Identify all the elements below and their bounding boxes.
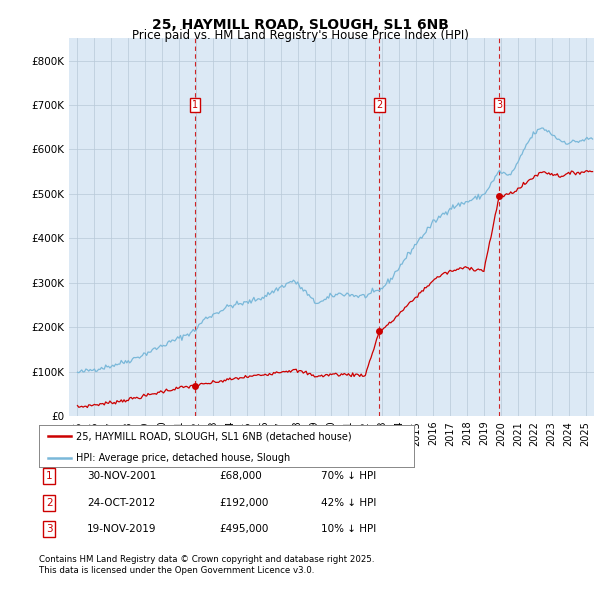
Text: Price paid vs. HM Land Registry's House Price Index (HPI): Price paid vs. HM Land Registry's House … bbox=[131, 30, 469, 42]
Text: £495,000: £495,000 bbox=[219, 525, 268, 534]
Text: 70% ↓ HPI: 70% ↓ HPI bbox=[321, 471, 376, 481]
Text: 30-NOV-2001: 30-NOV-2001 bbox=[87, 471, 156, 481]
Text: HPI: Average price, detached house, Slough: HPI: Average price, detached house, Slou… bbox=[77, 453, 291, 463]
Text: Contains HM Land Registry data © Crown copyright and database right 2025.: Contains HM Land Registry data © Crown c… bbox=[39, 555, 374, 564]
Text: 25, HAYMILL ROAD, SLOUGH, SL1 6NB (detached house): 25, HAYMILL ROAD, SLOUGH, SL1 6NB (detac… bbox=[77, 431, 352, 441]
Text: 3: 3 bbox=[46, 525, 53, 534]
Text: 1: 1 bbox=[46, 471, 53, 481]
Text: 2: 2 bbox=[46, 498, 53, 507]
Text: 1: 1 bbox=[191, 100, 197, 110]
Text: £192,000: £192,000 bbox=[219, 498, 268, 507]
Text: 42% ↓ HPI: 42% ↓ HPI bbox=[321, 498, 376, 507]
Text: 24-OCT-2012: 24-OCT-2012 bbox=[87, 498, 155, 507]
Text: 19-NOV-2019: 19-NOV-2019 bbox=[87, 525, 157, 534]
Text: 3: 3 bbox=[496, 100, 503, 110]
Text: 25, HAYMILL ROAD, SLOUGH, SL1 6NB: 25, HAYMILL ROAD, SLOUGH, SL1 6NB bbox=[152, 18, 448, 32]
Text: This data is licensed under the Open Government Licence v3.0.: This data is licensed under the Open Gov… bbox=[39, 566, 314, 575]
Text: 10% ↓ HPI: 10% ↓ HPI bbox=[321, 525, 376, 534]
Text: £68,000: £68,000 bbox=[219, 471, 262, 481]
Text: 2: 2 bbox=[376, 100, 383, 110]
